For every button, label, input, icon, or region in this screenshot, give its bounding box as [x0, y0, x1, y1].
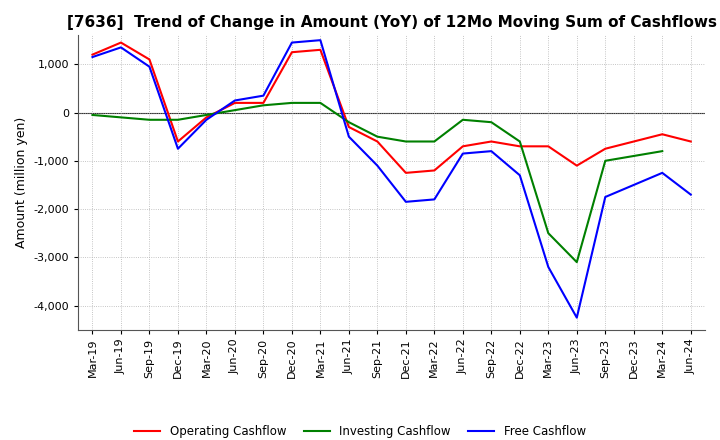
- Legend: Operating Cashflow, Investing Cashflow, Free Cashflow: Operating Cashflow, Investing Cashflow, …: [130, 421, 590, 440]
- Investing Cashflow: [572, 260, 581, 265]
- Investing Cashflow: [287, 100, 296, 106]
- Operating Cashflow: [487, 139, 495, 144]
- Investing Cashflow: [316, 100, 325, 106]
- Investing Cashflow: [629, 153, 638, 158]
- Operating Cashflow: [230, 100, 239, 106]
- Investing Cashflow: [230, 107, 239, 113]
- Operating Cashflow: [259, 100, 268, 106]
- Operating Cashflow: [430, 168, 438, 173]
- Investing Cashflow: [402, 139, 410, 144]
- Free Cashflow: [516, 172, 524, 178]
- Operating Cashflow: [601, 146, 610, 151]
- Operating Cashflow: [345, 125, 354, 130]
- Operating Cashflow: [202, 115, 211, 120]
- Investing Cashflow: [516, 139, 524, 144]
- Operating Cashflow: [544, 144, 553, 149]
- Investing Cashflow: [88, 112, 96, 117]
- Line: Operating Cashflow: Operating Cashflow: [92, 43, 690, 173]
- Free Cashflow: [230, 98, 239, 103]
- Operating Cashflow: [373, 139, 382, 144]
- Free Cashflow: [402, 199, 410, 205]
- Operating Cashflow: [459, 144, 467, 149]
- Free Cashflow: [487, 149, 495, 154]
- Y-axis label: Amount (million yen): Amount (million yen): [15, 117, 28, 248]
- Investing Cashflow: [145, 117, 154, 122]
- Free Cashflow: [629, 182, 638, 187]
- Free Cashflow: [544, 264, 553, 270]
- Free Cashflow: [202, 117, 211, 122]
- Operating Cashflow: [145, 57, 154, 62]
- Investing Cashflow: [174, 117, 182, 122]
- Line: Free Cashflow: Free Cashflow: [92, 40, 690, 318]
- Operating Cashflow: [287, 50, 296, 55]
- Free Cashflow: [373, 163, 382, 168]
- Free Cashflow: [572, 315, 581, 320]
- Investing Cashflow: [487, 120, 495, 125]
- Operating Cashflow: [686, 139, 695, 144]
- Investing Cashflow: [345, 120, 354, 125]
- Free Cashflow: [117, 45, 125, 50]
- Free Cashflow: [459, 151, 467, 156]
- Investing Cashflow: [459, 117, 467, 122]
- Operating Cashflow: [174, 139, 182, 144]
- Investing Cashflow: [117, 115, 125, 120]
- Investing Cashflow: [373, 134, 382, 139]
- Operating Cashflow: [658, 132, 667, 137]
- Free Cashflow: [145, 64, 154, 70]
- Investing Cashflow: [202, 112, 211, 117]
- Free Cashflow: [345, 134, 354, 139]
- Free Cashflow: [601, 194, 610, 200]
- Free Cashflow: [316, 37, 325, 43]
- Free Cashflow: [174, 146, 182, 151]
- Free Cashflow: [259, 93, 268, 98]
- Free Cashflow: [658, 170, 667, 176]
- Investing Cashflow: [544, 231, 553, 236]
- Free Cashflow: [88, 55, 96, 60]
- Free Cashflow: [686, 192, 695, 197]
- Operating Cashflow: [629, 139, 638, 144]
- Operating Cashflow: [402, 170, 410, 176]
- Line: Investing Cashflow: Investing Cashflow: [92, 103, 662, 262]
- Investing Cashflow: [658, 149, 667, 154]
- Operating Cashflow: [316, 47, 325, 52]
- Operating Cashflow: [516, 144, 524, 149]
- Title: [7636]  Trend of Change in Amount (YoY) of 12Mo Moving Sum of Cashflows: [7636] Trend of Change in Amount (YoY) o…: [67, 15, 716, 30]
- Free Cashflow: [430, 197, 438, 202]
- Investing Cashflow: [259, 103, 268, 108]
- Operating Cashflow: [117, 40, 125, 45]
- Free Cashflow: [287, 40, 296, 45]
- Investing Cashflow: [601, 158, 610, 163]
- Investing Cashflow: [430, 139, 438, 144]
- Operating Cashflow: [88, 52, 96, 57]
- Operating Cashflow: [572, 163, 581, 168]
